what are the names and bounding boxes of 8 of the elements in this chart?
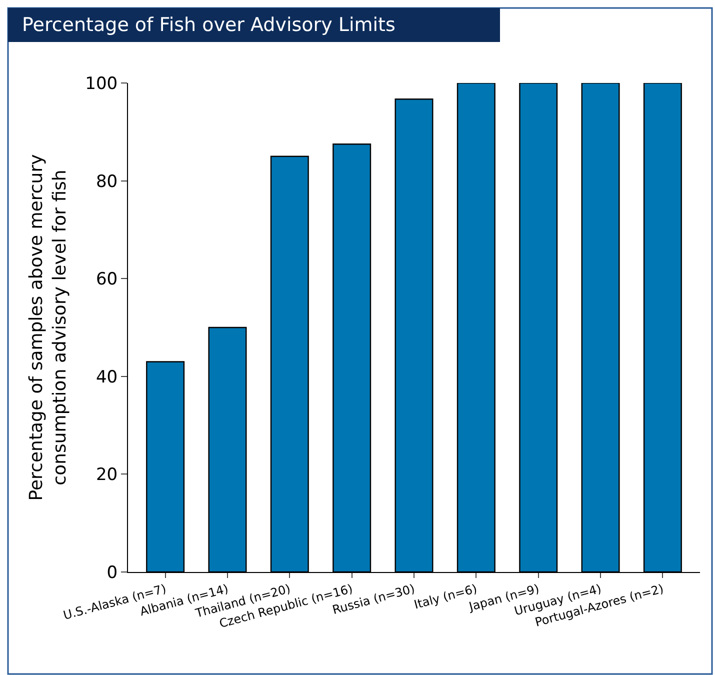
y-tick-label: 100	[85, 74, 118, 94]
y-tick-label: 80	[96, 172, 118, 192]
chart-title: Percentage of Fish over Advisory Limits	[22, 14, 396, 36]
y-tick-label: 0	[106, 562, 118, 583]
y-tick-label: 40	[96, 367, 118, 388]
y-axis-title: Percentage of samples above mercury consumption advisory level for fish	[26, 154, 70, 501]
y-tick-label: 60	[96, 270, 118, 290]
y-tick-label: 20	[96, 465, 118, 486]
